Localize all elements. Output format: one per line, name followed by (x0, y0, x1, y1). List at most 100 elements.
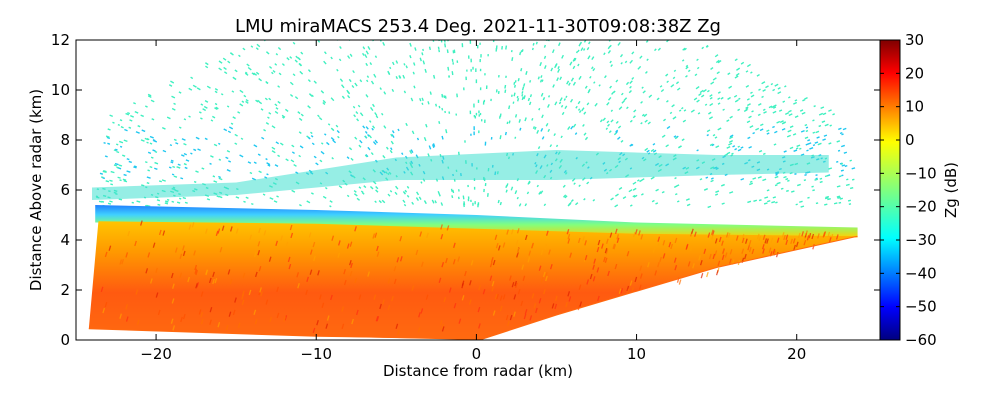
noise-echo (696, 99, 700, 103)
precip-streak (420, 308, 424, 314)
noise-echo (391, 61, 395, 66)
precip-streak (505, 314, 509, 321)
noise-echo (401, 152, 404, 155)
noise-echo (350, 157, 354, 161)
precip-streak (358, 294, 362, 300)
precip-streak (805, 230, 808, 236)
noise-echo (378, 200, 382, 204)
noise-echo (437, 190, 441, 195)
precip-streak (515, 239, 519, 246)
noise-echo (582, 123, 585, 127)
noise-echo (146, 181, 150, 185)
noise-echo (444, 95, 447, 99)
precip-streak (626, 288, 630, 295)
precip-streak (217, 322, 221, 328)
noise-echo (809, 147, 814, 150)
precip-streak (566, 228, 570, 235)
noise-echo (556, 77, 559, 82)
precip-streak (319, 294, 322, 300)
precip-streak (136, 319, 140, 326)
noise-echo (249, 171, 253, 175)
noise-echo (428, 145, 432, 150)
precip-streak (522, 275, 526, 282)
noise-echo (775, 201, 778, 204)
noise-echo (226, 105, 230, 108)
noise-echo (840, 162, 844, 165)
noise-echo (543, 203, 547, 207)
noise-echo (320, 90, 325, 94)
noise-echo (416, 137, 420, 141)
noise-echo (445, 129, 448, 134)
noise-echo (123, 180, 128, 183)
colorbar-label: Zg (dB) (942, 162, 960, 218)
precip-streak (592, 276, 596, 282)
precip-streak (162, 230, 166, 236)
noise-echo (198, 111, 202, 114)
noise-echo (749, 125, 754, 129)
noise-echo (562, 184, 566, 188)
noise-echo (141, 184, 145, 187)
precip-streak (196, 282, 200, 288)
noise-echo (374, 200, 377, 204)
noise-echo (347, 55, 351, 59)
precip-streak (316, 320, 319, 326)
noise-echo (279, 142, 284, 146)
precip-streak (468, 280, 472, 286)
noise-echo (166, 116, 171, 120)
noise-echo (180, 154, 185, 157)
noise-echo (357, 104, 361, 108)
noise-echo (204, 100, 209, 103)
noise-echo (406, 194, 410, 198)
noise-echo (367, 146, 371, 151)
noise-echo (811, 185, 814, 188)
noise-echo (717, 102, 721, 105)
noise-echo (354, 82, 358, 87)
noise-echo (727, 72, 731, 76)
noise-echo (762, 108, 766, 111)
precip-streak (531, 293, 535, 299)
precip-streak (721, 240, 724, 246)
noise-echo (765, 85, 769, 89)
noise-echo (758, 149, 763, 153)
precip-streak (673, 257, 677, 263)
noise-echo (107, 128, 111, 131)
noise-echo (617, 41, 621, 46)
noise-echo (389, 66, 392, 70)
noise-echo (655, 188, 659, 192)
noise-echo (539, 61, 542, 67)
noise-echo (323, 60, 327, 65)
noise-echo (508, 105, 511, 110)
noise-echo (847, 199, 851, 202)
noise-echo (582, 48, 586, 51)
noise-echo (734, 75, 739, 79)
precip-streak (775, 251, 779, 258)
noise-echo (734, 99, 739, 103)
noise-echo (552, 84, 555, 88)
precip-streak (200, 291, 204, 297)
precip-streak (540, 249, 544, 255)
precip-streak (692, 263, 695, 269)
noise-echo (389, 149, 393, 154)
precip-streak (790, 238, 793, 244)
noise-echo (673, 69, 677, 73)
noise-echo (234, 133, 238, 137)
noise-echo (672, 116, 677, 120)
noise-echo (568, 82, 571, 86)
noise-echo (320, 150, 325, 155)
noise-echo (819, 177, 823, 180)
noise-echo (245, 100, 249, 104)
noise-echo (267, 164, 271, 167)
noise-echo (306, 200, 311, 204)
noise-echo (318, 116, 323, 121)
noise-echo (618, 186, 623, 190)
noise-echo (823, 134, 828, 137)
noise-echo (524, 203, 528, 207)
noise-echo (748, 115, 752, 119)
noise-echo (587, 55, 591, 60)
precip-streak (209, 319, 212, 325)
precip-streak (296, 272, 300, 278)
noise-echo (247, 161, 252, 164)
noise-echo (720, 96, 724, 100)
noise-echo (349, 53, 353, 57)
noise-echo (421, 52, 424, 56)
